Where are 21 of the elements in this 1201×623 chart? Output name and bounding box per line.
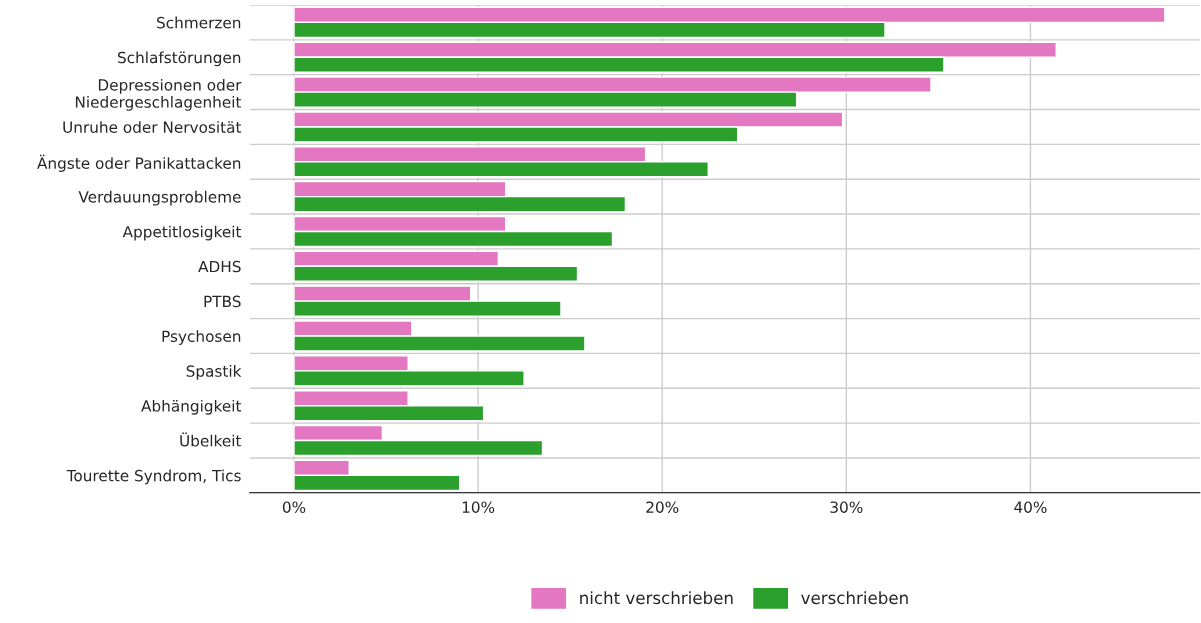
y-tick-label: Abhängigkeit [141, 399, 242, 415]
y-tick-label: ADHS [198, 260, 241, 273]
legend-label: verschrieben [801, 591, 908, 605]
y-tick-label: Psychosen [162, 330, 241, 345]
x-tick-label: 10% [462, 501, 495, 513]
y-tick-label: Appetitlosigkeit [122, 225, 242, 241]
y-tick-label: Depressionen oder Niedergeschlagenheit [75, 78, 242, 111]
y-tick-label: Ängste oder Panikattacken [37, 154, 241, 172]
y-tick-label: Spastik [186, 365, 242, 380]
x-tick-label: 30% [830, 501, 863, 513]
legend-label: nicht verschrieben [580, 591, 733, 605]
y-tick-label: Übelkeit [180, 432, 242, 447]
x-tick-label: 0% [282, 501, 306, 513]
y-tick-label: Unruhe oder Nervosität [63, 121, 242, 133]
y-tick-label: Schlafstörungen [117, 51, 241, 67]
y-tick-label: PTBS [204, 295, 241, 308]
x-tick-label: 20% [646, 501, 679, 513]
x-tick-label: 40% [1014, 501, 1047, 513]
y-tick-label: Verdauungsprobleme [78, 190, 241, 206]
y-tick-label: Tourette Syndrom, Tics [66, 469, 241, 485]
y-tick-label: Schmerzen [157, 16, 241, 29]
